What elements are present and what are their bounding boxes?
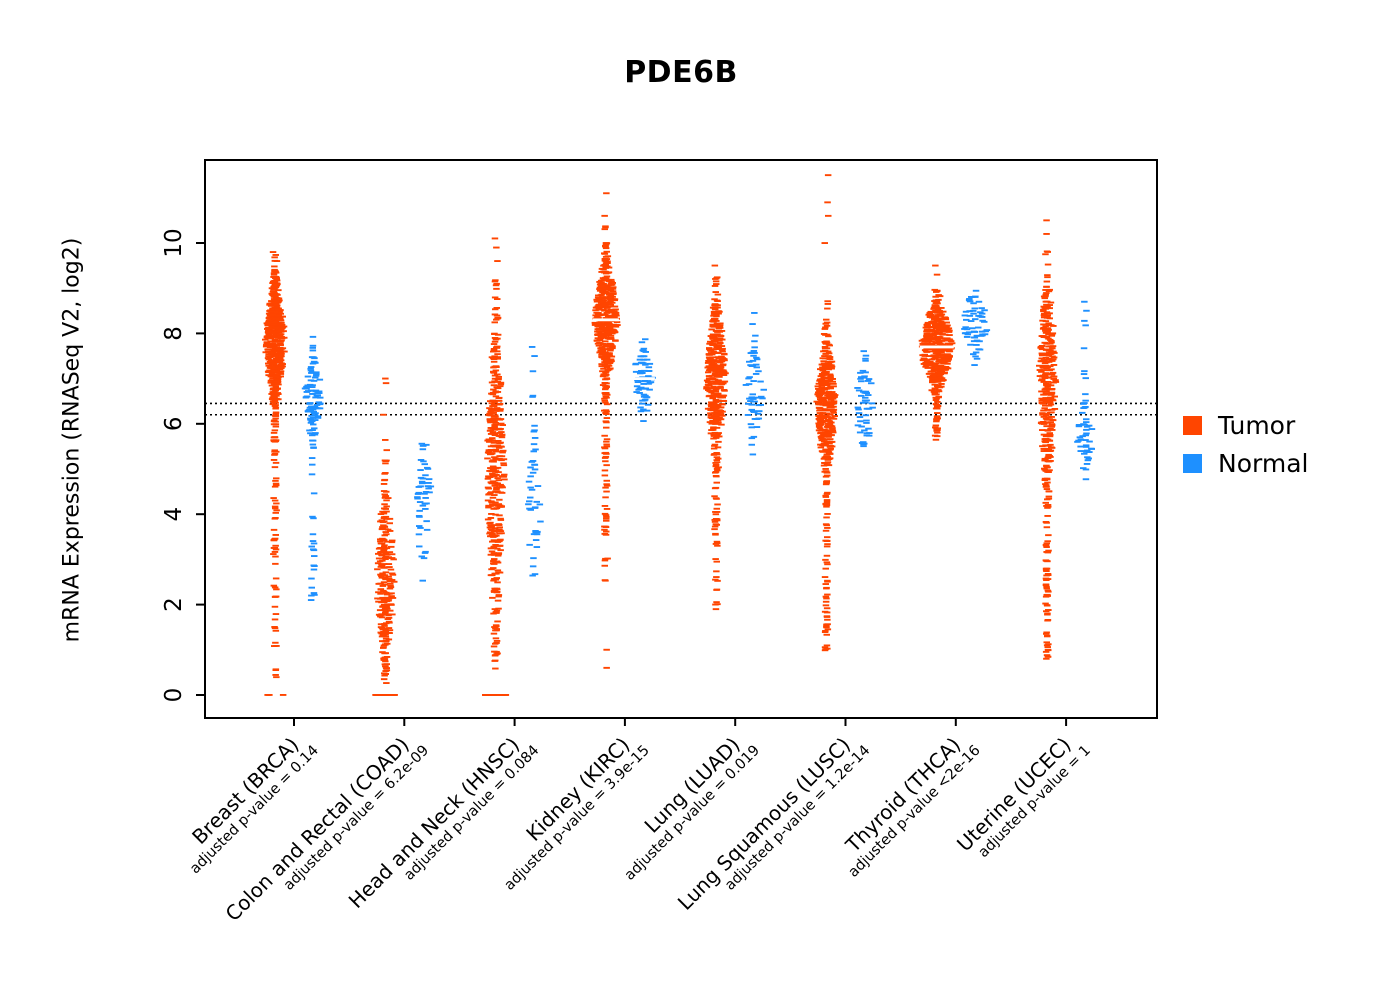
y-tick-label: 2 [161,597,187,612]
x-category-pvalue: adjusted p-value <2e-16 [845,742,983,880]
legend-item-tumor: Tumor [1183,413,1308,438]
points-tumor-5 [813,174,839,652]
legend-label-normal: Normal [1218,449,1309,478]
points-tumor-3 [591,192,621,669]
chart-title: PDE6B [624,55,738,90]
points-tumor-4 [703,264,729,611]
points-tumor-1 [372,377,398,696]
plot-border [204,159,1158,719]
x-axis: Breast (BRCA)adjusted p-value = 0.14Colo… [187,718,1094,926]
tumor-swatch-icon [1183,416,1202,435]
median-bar [592,318,619,322]
x-category-name: Breast (BRCA) [187,733,303,849]
points-tumor-2 [482,237,510,696]
points-normal-4 [742,312,767,456]
y-tick-label: 10 [161,228,187,257]
points-normal-7 [1074,300,1096,481]
median-bar [632,377,655,380]
points-normal-0 [301,335,324,601]
points-normal-2 [525,346,544,577]
y-tick-label: 6 [161,416,187,431]
points-normal-5 [854,350,876,448]
points-tumor-0 [262,251,288,696]
x-category-name: Colon and Rectal (COAD) [221,733,414,926]
y-tick-label: 4 [161,507,187,522]
points-normal-6 [960,289,991,366]
x-category-label: Colon and Rectal (COAD)adjusted p-value … [221,733,433,926]
normal-swatch-icon [1183,454,1202,473]
legend-item-normal: Normal [1183,451,1308,476]
median-bar [960,322,989,326]
y-tick-label: 8 [161,326,187,341]
legend: Tumor Normal [1183,413,1308,476]
median-bar [919,345,954,349]
points-normal-1 [414,442,435,582]
points-tumor-6 [918,264,956,441]
y-tick-label: 0 [161,688,187,703]
points-normal-3 [632,338,656,422]
x-category-label: Lung Squamous (LUSC)adjusted p-value = 1… [673,733,874,915]
points-tumor-7 [1036,219,1060,660]
legend-label-tumor: Tumor [1218,411,1296,440]
y-axis: 0 2 4 6 8 10 [161,228,205,702]
